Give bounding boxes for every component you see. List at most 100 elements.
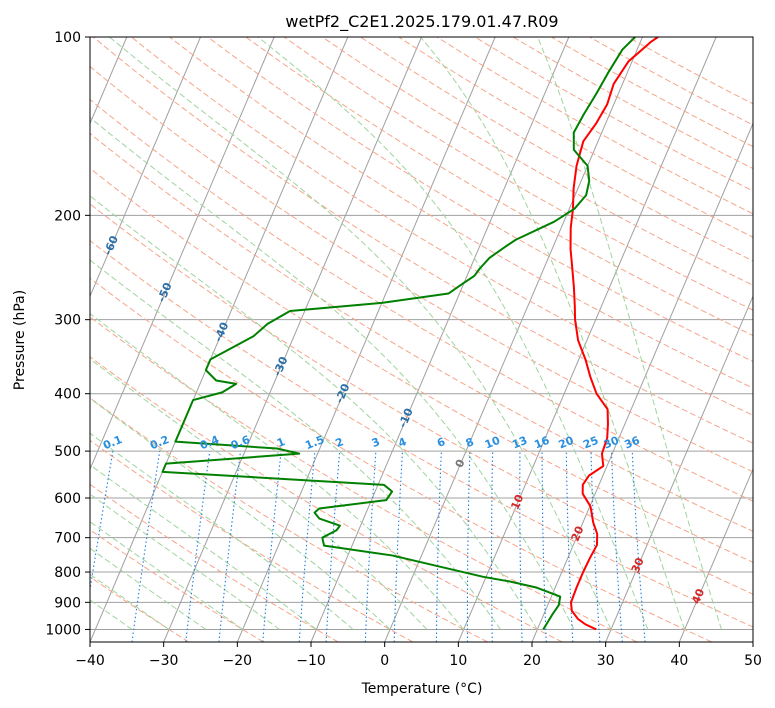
isotherm [236,37,496,642]
dry-adiabat [90,439,414,642]
x-axis-label: Temperature (°C) [361,681,483,697]
dry-adiabat-label: -60 [101,233,121,257]
moist-adiabat [90,573,170,630]
mixing-ratio-label: 8 [464,435,476,450]
mixing-ratio-label: 3 [370,435,382,450]
isotherm [163,37,422,642]
moist-adiabat [90,397,391,630]
background-lines [90,37,753,642]
moist-adiabat [537,37,722,630]
moist-adiabat [90,521,243,630]
moist-adiabat [257,37,649,630]
mixing-ratio-line [435,451,442,642]
mixing-ratio-line [298,451,316,642]
dry-adiabat-label: -10 [396,406,416,430]
mixing-ratio-line [631,451,646,642]
isotherm [605,295,753,642]
chart-title: wetPf2_C2E1.2025.179.01.47.R09 [285,12,558,32]
mixing-ratio-line [466,451,471,642]
dry-adiabat-label: -30 [271,354,291,378]
mixing-ratio-label: 36 [623,434,642,452]
plot-frame [89,36,754,643]
temperature-line [569,37,659,631]
mixing-ratio-line [610,451,623,642]
mixing-ratio-label: 1.5 [303,433,326,452]
y-tick-label: 100 [54,30,81,46]
x-tick-label: 50 [744,653,762,669]
dry-adiabat [90,239,753,628]
dry-adiabat [474,37,753,192]
y-tick-label: 600 [54,491,81,507]
isotherm [752,640,753,642]
mixing-ratio-line [131,451,161,642]
moist-adiabat [90,493,280,630]
dry-adiabat [436,37,753,215]
dry-adiabat [90,65,753,473]
mixing-ratio-label: 0.2 [148,433,171,452]
dry-adiabat-label: 40 [689,586,707,605]
mixing-ratio-label: 6 [435,435,447,450]
dry-adiabat-label: 0 [453,457,468,469]
moist-adiabat [90,464,317,630]
dewpoint-line [161,37,636,630]
y-tick-label: 200 [54,208,81,224]
isotherm [384,37,643,642]
moist-adiabat [90,432,354,630]
mixing-ratio-line [185,451,211,642]
dry-adiabat [207,37,753,363]
mixing-ratio-line [519,451,523,642]
mixing-ratio-line [491,451,494,642]
dry-adiabat [90,99,753,502]
dry-adiabat [90,277,712,642]
dry-adiabat [131,37,753,416]
mixing-ratio-label: 2 [334,435,346,450]
dry-adiabat-label: -80 [0,146,11,170]
dry-adiabat [90,132,753,532]
mixing-ratio-label: 13 [510,434,529,452]
isotherm [457,37,717,642]
profile-lines [161,37,659,631]
moist-adiabat [90,312,465,630]
dry-adiabat [589,37,753,126]
mixing-ratio-label: 0.6 [229,433,252,452]
mixing-ratio-label: 25 [581,434,600,452]
moist-adiabat [90,116,575,630]
isotherm [90,37,201,298]
dry-adiabat [90,316,638,642]
mixing-ratio-line [218,451,242,642]
x-tick-label: 10 [449,653,467,669]
mixing-ratio-label: 10 [483,434,502,452]
y-tick-label: 1000 [45,622,81,638]
dry-adiabat-label: 20 [569,524,587,543]
isotherm [531,122,753,642]
y-tick-label: 500 [54,444,81,460]
mixing-ratio-label: 20 [557,434,576,452]
dry-adiabat [169,37,753,389]
dry-adiabat-label: 30 [629,555,647,574]
dry-adiabat-label: 10 [508,492,526,511]
isotherm [678,467,753,642]
dry-adiabat [92,37,753,444]
x-tick-label: 0 [380,653,389,669]
axis-ticks: −40 −30 −20 −10 0 10 20 30 40 5010020030040050060… [45,30,762,669]
x-tick-label: −30 [149,653,179,669]
y-tick-label: 800 [54,565,81,581]
mixing-ratio-label: 1 [275,435,287,450]
mixing-ratio-label: 16 [532,434,551,452]
moist-adiabat [90,195,538,630]
moist-adiabat [90,547,207,630]
dry-adiabat-label: -50 [155,280,175,304]
dry-adiabat [322,37,753,286]
line-labels: -100-90-80-70-60-50-40-30-20-10010203040… [0,146,707,606]
dry-adiabat [283,37,753,311]
moist-adiabat [109,37,612,630]
moist-adiabat [90,259,501,630]
x-tick-label: −20 [223,653,253,669]
y-tick-label: 300 [54,313,81,329]
isotherm [90,37,275,471]
moist-adiabat [90,358,428,630]
x-tick-label: 30 [597,653,615,669]
dry-adiabat [90,397,488,642]
y-axis-label: Pressure (hPa) [12,290,28,390]
